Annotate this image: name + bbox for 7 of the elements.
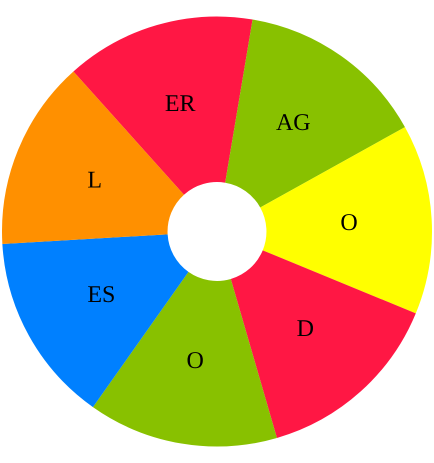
slice-label: AG xyxy=(276,110,311,136)
slice-label: O xyxy=(340,210,358,236)
slice-label: ER xyxy=(164,90,196,117)
slice-label: ES xyxy=(87,282,116,308)
slice-label: O xyxy=(186,348,204,374)
slice-label: D xyxy=(296,316,314,342)
slice-label: L xyxy=(87,167,102,194)
